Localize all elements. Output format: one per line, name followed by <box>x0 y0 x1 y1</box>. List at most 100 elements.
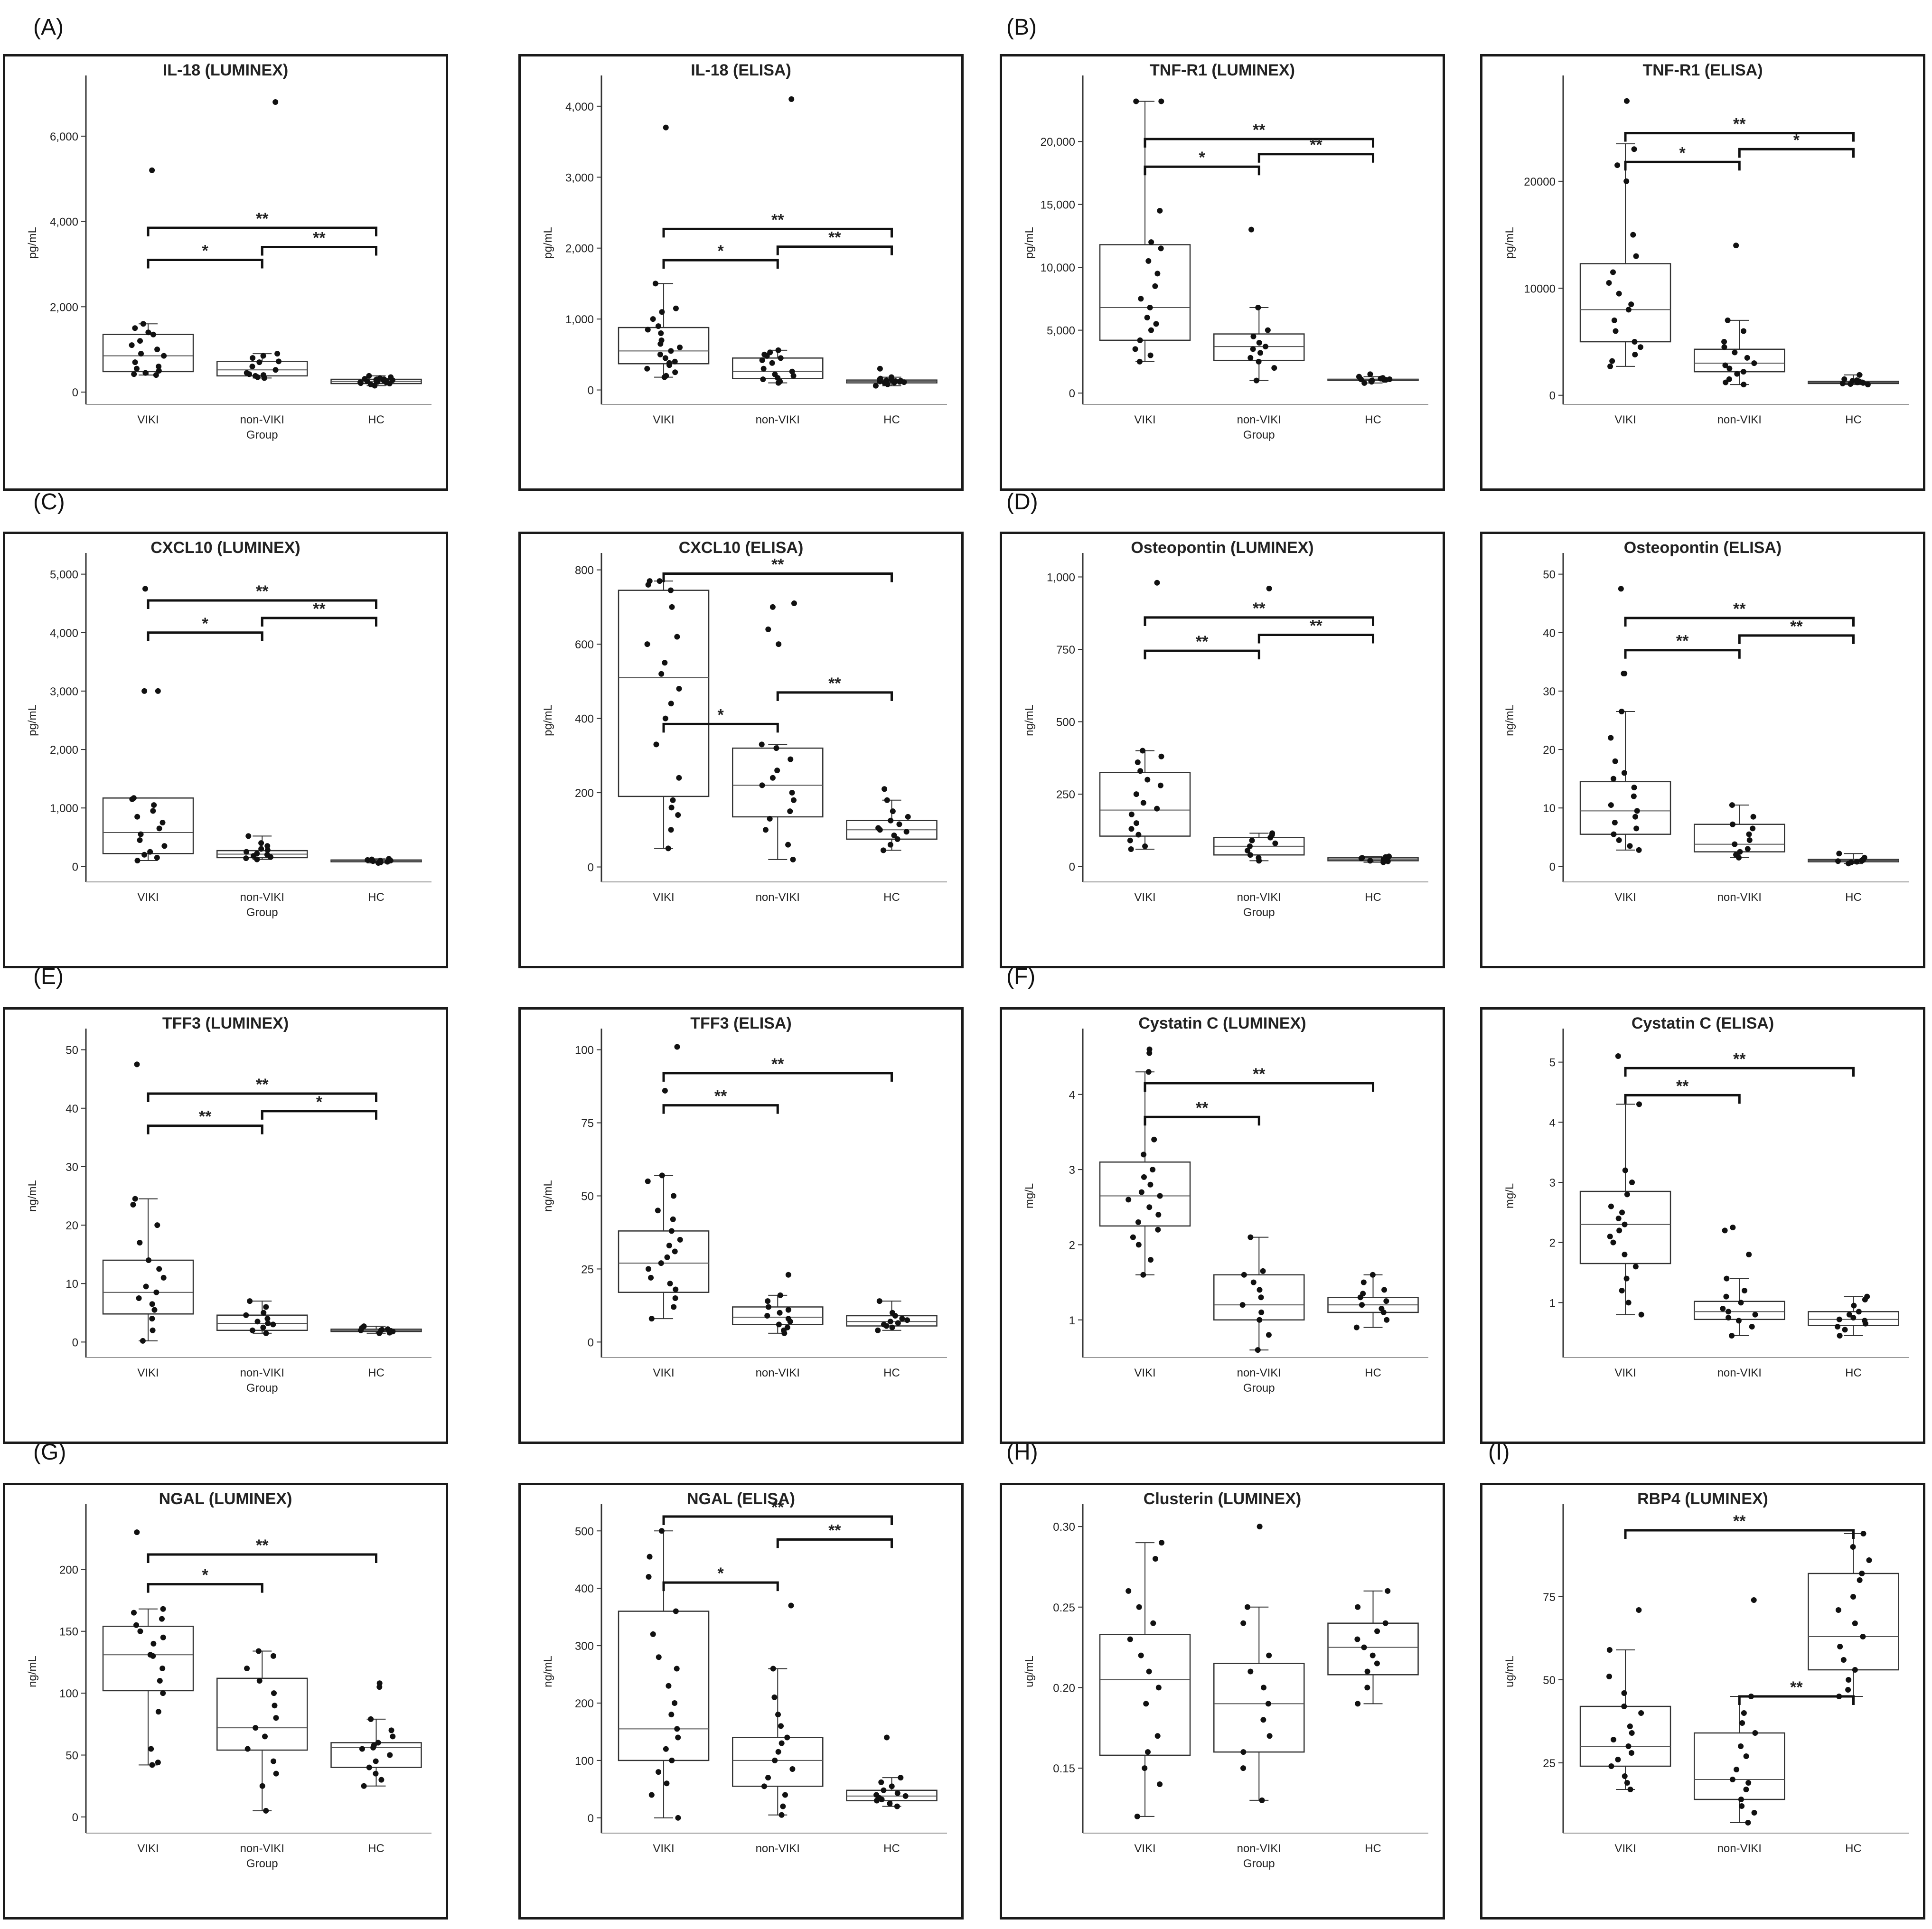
box-group <box>618 124 710 380</box>
data-point <box>894 1803 900 1809</box>
data-point <box>1738 1743 1744 1749</box>
data-point <box>675 812 681 818</box>
data-point <box>1619 709 1625 715</box>
data-point <box>878 1779 884 1785</box>
data-point <box>258 840 264 846</box>
y-tick-label: 0 <box>588 384 594 397</box>
data-point <box>1381 1287 1388 1293</box>
box-group <box>618 1044 710 1322</box>
data-point <box>160 1274 167 1281</box>
y-tick-label: 300 <box>575 1640 594 1653</box>
data-point <box>1614 162 1621 169</box>
data-point <box>161 353 167 359</box>
data-point <box>376 1680 383 1686</box>
y-tick-label: 400 <box>575 1583 594 1595</box>
data-point <box>1133 791 1139 797</box>
data-point <box>645 1178 651 1184</box>
bracket-line <box>662 259 779 269</box>
y-tick-label: 25 <box>1543 1757 1556 1770</box>
data-point <box>386 856 392 862</box>
data-point <box>149 167 155 173</box>
data-point <box>1628 1750 1634 1756</box>
bracket-line <box>1144 165 1260 176</box>
y-axis-label: pg/mL <box>542 227 554 259</box>
data-point <box>1382 1620 1388 1626</box>
chart-panel: TFF3 (ELISA) 0 25 50 75 100 ng/mL VIKI non-VIKI H… <box>518 1007 964 1444</box>
data-point <box>1155 1685 1162 1691</box>
y-tick-label: 30 <box>1543 685 1556 698</box>
data-point <box>249 1327 255 1333</box>
x-tick-label: VIKI <box>1134 1842 1155 1855</box>
y-tick-label: 3 <box>1069 1164 1075 1177</box>
data-point <box>904 1317 910 1323</box>
data-point <box>156 1266 162 1272</box>
data-point <box>888 374 894 380</box>
box-plot: TNF-R1 (ELISA) 0 10000 20000 pg/mL VIKI non-VI… <box>1503 61 1909 426</box>
bracket-line <box>776 691 893 701</box>
data-point <box>672 369 678 375</box>
data-point <box>1624 1780 1630 1786</box>
chart-panel: IL-18 (ELISA) 0 1,000 2,000 3,000 4,000 pg/mL V… <box>518 54 964 491</box>
box-group <box>1213 1234 1305 1353</box>
y-tick-label: 4,000 <box>50 216 78 229</box>
significance-bracket: ** <box>1144 121 1375 148</box>
data-point <box>378 1777 385 1783</box>
x-axis-label: Group <box>1243 906 1275 919</box>
data-point <box>1159 1540 1165 1546</box>
data-point <box>140 1338 146 1344</box>
data-point <box>263 1304 269 1310</box>
data-point <box>1247 852 1253 858</box>
data-point <box>1739 1803 1745 1809</box>
data-point <box>1142 843 1148 849</box>
data-point <box>769 360 775 366</box>
data-point <box>889 1783 895 1789</box>
data-point <box>1150 1620 1156 1626</box>
data-point <box>1155 1212 1162 1218</box>
data-point <box>1861 854 1867 861</box>
data-point <box>1750 825 1756 832</box>
bracket-line <box>662 1581 779 1592</box>
x-tick-label: HC <box>1365 1842 1381 1855</box>
data-point <box>256 359 263 365</box>
data-point <box>785 1316 791 1322</box>
data-point <box>666 1683 672 1689</box>
bracket-line <box>1257 153 1375 163</box>
data-point <box>1839 380 1846 386</box>
bracket-line <box>1738 148 1855 158</box>
data-point <box>1266 585 1272 591</box>
significance-label: ** <box>313 229 326 247</box>
data-point <box>674 1666 680 1672</box>
data-point <box>1128 846 1134 852</box>
significance-label: * <box>718 1564 724 1583</box>
data-point <box>1623 1275 1630 1282</box>
data-point <box>1379 1306 1385 1311</box>
x-tick-label: HC <box>368 413 385 426</box>
data-point <box>903 829 910 835</box>
data-point <box>1636 1101 1642 1107</box>
data-point <box>1726 1309 1732 1315</box>
data-point <box>132 325 138 331</box>
data-point <box>789 368 795 375</box>
box-plot: CXCL10 (ELISA) 0 200 400 600 800 pg/mL VIKI non-… <box>542 539 947 904</box>
data-point <box>785 1272 791 1278</box>
data-point <box>253 1725 259 1731</box>
box-group <box>618 1528 710 1821</box>
data-point <box>1146 1668 1152 1675</box>
bracket-line <box>1624 649 1741 659</box>
data-point <box>674 1726 680 1732</box>
x-tick-label: HC <box>1845 413 1862 426</box>
significance-label: ** <box>1676 1077 1689 1095</box>
box-iqr <box>102 797 194 854</box>
data-point <box>895 1320 901 1326</box>
box-group <box>732 96 824 386</box>
data-point <box>1743 1787 1749 1792</box>
chart-panel: Cystatin C (ELISA) 1 2 3 4 5 mg/L VIKI non-VIKI H… <box>1480 1007 1925 1444</box>
data-point <box>668 805 675 811</box>
y-tick-label: 20 <box>66 1219 78 1232</box>
box-group <box>1579 1607 1671 1792</box>
bracket-line <box>261 617 378 627</box>
x-tick-label: non-VIKI <box>756 891 800 904</box>
significance-bracket: ** <box>261 600 378 627</box>
data-point <box>1241 1272 1247 1278</box>
data-point <box>361 1323 367 1330</box>
